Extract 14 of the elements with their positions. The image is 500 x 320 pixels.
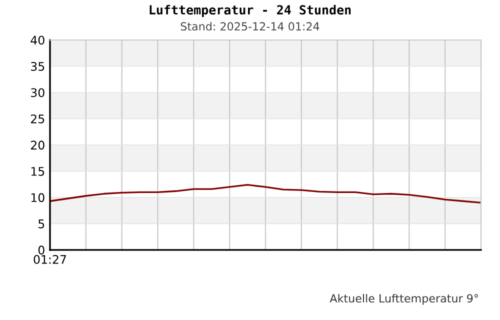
- x-tick-label: 01:27: [34, 254, 66, 264]
- y-tick-label: 25: [30, 114, 44, 124]
- chart-title: Lufttemperatur - 24 Stunden: [150, 4, 351, 17]
- y-tick-label: 30: [31, 88, 44, 98]
- y-tick-label: 40: [30, 36, 44, 45]
- y-tick-label: 35: [31, 62, 44, 71]
- y-tick-label: 20: [30, 140, 44, 150]
- y-tick-label: 15: [31, 167, 44, 176]
- text: Aktuelle Lufttemperatur 9°: [330, 294, 478, 305]
- y-tick-label: 10: [31, 193, 44, 202]
- line-series: [50, 184, 481, 204]
- chart-subtitle: Stand: 2025-12-14 01:24: [180, 22, 320, 31]
- y-tick-label: 0: [38, 246, 44, 255]
- y-tick-label: 5: [38, 220, 44, 228]
